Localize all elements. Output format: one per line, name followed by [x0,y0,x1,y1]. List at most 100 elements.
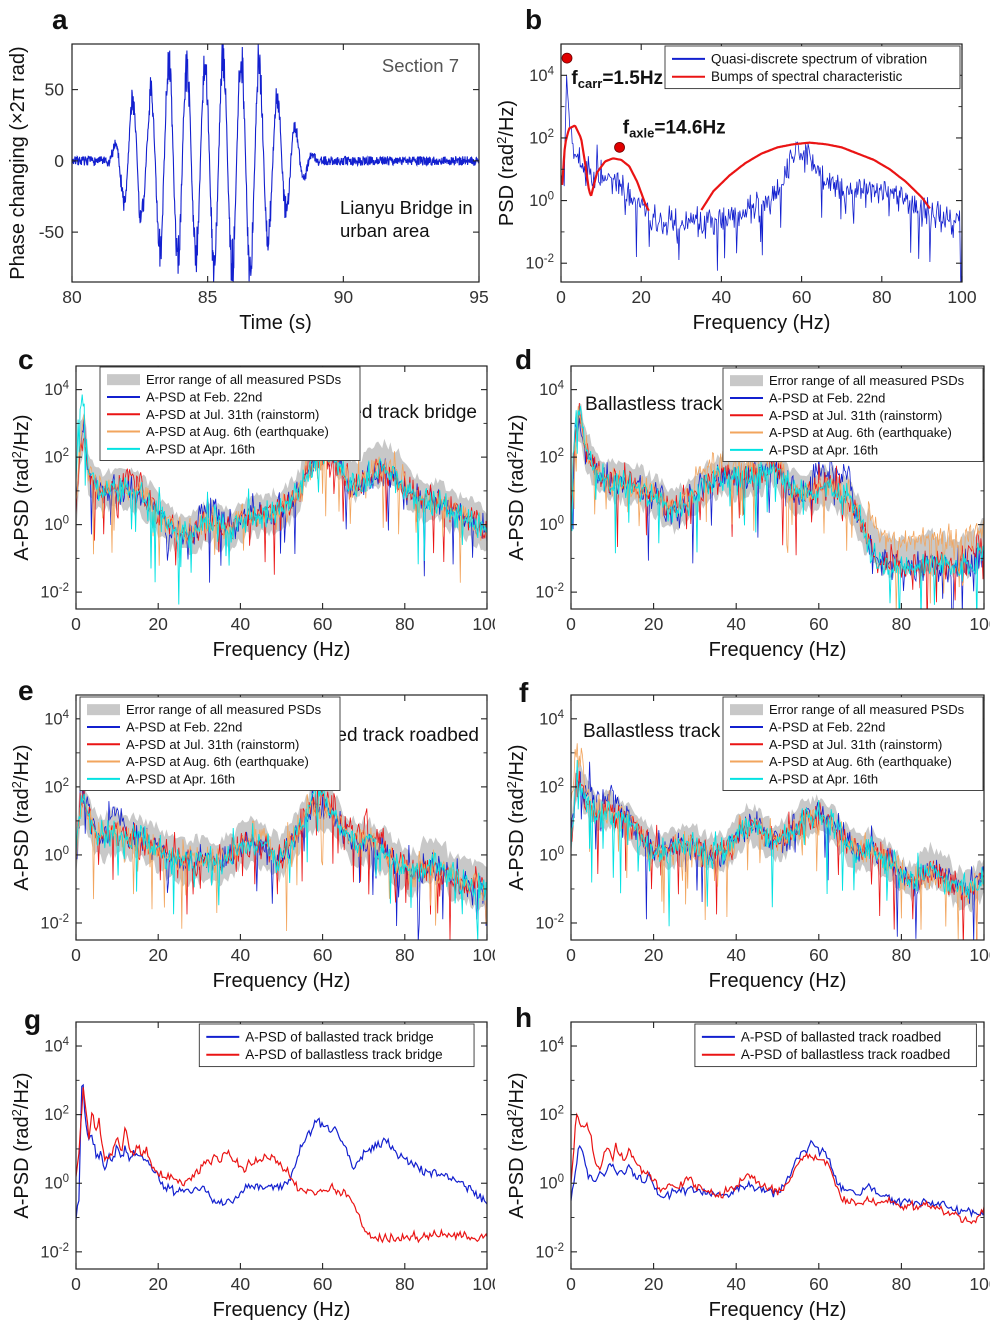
svg-text:104: 104 [529,65,554,85]
axes: 0 20 40 60 80 100 104 102 100 10-2 [535,1021,990,1294]
svg-text:102: 102 [529,128,554,148]
svg-text:100: 100 [969,614,990,634]
svg-text:100: 100 [472,945,495,965]
panel-b-chart: 0 20 40 60 80 100 104 102 100 10-2 Frequency (Hz) P… [495,43,977,334]
svg-text:102: 102 [44,777,69,797]
series-orange [76,794,487,932]
y-axis-label: PSD (rad2/Hz) [495,100,518,226]
plot-area [76,779,487,940]
svg-text:20: 20 [644,1274,664,1294]
panel-b-label: b [525,4,543,35]
svg-text:100: 100 [472,614,495,634]
legend-label: A-PSD at Jul. 31th (rainstorm) [146,407,319,422]
legend-label: Error range of all measured PSDs [126,702,322,717]
marker-dot-0 [561,52,573,64]
bump-curve-0 [561,124,593,197]
svg-text:100: 100 [44,1173,69,1193]
svg-text:60: 60 [809,1274,829,1294]
svg-text:10-2: 10-2 [535,913,564,933]
series-blue [561,74,962,282]
axes: 0 20 40 60 80 100 104 102 100 10-2 [535,694,990,965]
panel-d-label: d [515,344,533,375]
y-axis-label: A-PSD (rad2/Hz) [9,744,33,890]
svg-text:104: 104 [44,1036,69,1056]
svg-text:100: 100 [472,1274,495,1294]
svg-text:0: 0 [54,151,64,171]
x-axis-label: Frequency (Hz) [213,639,351,661]
legend-label: A-PSD at Jul. 31th (rainstorm) [769,408,942,423]
legend-label: A-PSD at Aug. 6th (earthquake) [769,754,952,769]
legend-label: A-PSD at Apr. 16th [126,771,235,786]
svg-text:50: 50 [45,80,65,100]
svg-text:0: 0 [71,614,81,634]
series-cyan [571,405,984,609]
axes: 0 20 40 60 80 100 104 102 100 10-2 [535,365,990,634]
y-axis-label: A-PSD (rad2/Hz) [504,744,528,890]
panel-c: c 0 20 40 60 80 100 104 102 100 10-2 Frequency (Hz… [0,340,495,673]
panel-f-label: f [519,677,529,708]
legend-label: A-PSD at Feb. 22nd [769,719,885,734]
legend: Error range of all measured PSDs A-PSD at… [722,367,984,462]
svg-text:10-2: 10-2 [535,582,564,602]
axes: 0 20 40 60 80 100 104 102 100 10-2 [525,43,977,307]
legend-label: A-PSD at Feb. 22nd [769,390,885,405]
svg-text:80: 80 [395,1274,415,1294]
y-axis-label: A-PSD (rad2/Hz) [9,1072,33,1218]
panel-a-chart: 80 85 90 95 -50 0 50 Time (s) Phase changing (×2… [7,43,489,334]
x-axis-label: Frequency (Hz) [213,1299,351,1321]
panel-a-label: a [52,4,68,35]
annotation-text-0: Section 7 [382,55,459,76]
axes: 0 20 40 60 80 100 104 102 100 10-2 [40,1021,495,1294]
legend-label: A-PSD at Aug. 6th (earthquake) [126,754,309,769]
panel-b: b 0 20 40 60 80 100 104 102 100 10-2 Frequency (Hz… [495,0,990,340]
series-red [571,1112,984,1225]
y-axis-label: A-PSD (rad2/Hz) [9,414,33,560]
legend-label: Error range of all measured PSDs [146,372,342,387]
svg-text:20: 20 [148,1274,168,1294]
error-band [76,779,487,914]
legend: Error range of all measured PSDs A-PSD at… [99,366,361,461]
svg-text:60: 60 [792,287,812,307]
svg-text:80: 80 [395,614,415,634]
legend-label: Quasi-discrete spectrum of vibration [711,51,927,66]
svg-text:90: 90 [334,287,354,307]
svg-text:-50: -50 [39,222,65,242]
plot-area [76,394,487,605]
series-red [76,1087,487,1244]
plot-area [571,743,984,940]
svg-text:10-2: 10-2 [40,582,69,602]
svg-text:40: 40 [726,1274,746,1294]
series-blue [72,44,479,282]
svg-text:20: 20 [148,945,168,965]
svg-text:104: 104 [44,380,69,400]
legend-label: A-PSD of ballastless track roadbed [741,1047,950,1062]
annotation-text-2: urban area [340,220,430,241]
y-axis-label: Phase changing (×2π rad) [7,46,29,279]
legend-label: A-PSD of ballasted track roadbed [741,1029,941,1044]
series-cyan [76,785,487,940]
legend-label: Bumps of spectral characteristic [711,69,903,84]
panel-c-chart: 0 20 40 60 80 100 104 102 100 10-2 Frequency (Hz) A… [9,365,495,661]
panel-a: a 80 85 90 95 -50 0 50 Time (s) Phase changing (… [0,0,495,340]
axes: 0 20 40 60 80 100 104 102 100 10-2 [40,694,495,965]
svg-text:102: 102 [44,1105,69,1125]
x-axis-label: Frequency (Hz) [213,970,351,992]
error-band [571,402,984,581]
panel-d: d 0 20 40 60 80 100 104 102 100 10-2 Frequency (Hz… [495,340,990,673]
legend-swatch-band [107,374,140,386]
svg-text:60: 60 [313,945,333,965]
panel-h: h 0 20 40 60 80 100 104 102 100 10-2 Frequency (Hz… [495,1004,990,1335]
freq-annotation-1: faxle=14.6Hz [623,117,726,140]
axes: 0 20 40 60 80 100 104 102 100 10-2 [40,365,495,634]
svg-text:0: 0 [566,945,576,965]
svg-text:10-2: 10-2 [525,253,554,273]
svg-text:20: 20 [644,945,664,965]
bump-curve-2 [700,141,931,211]
marker-dot-1 [614,141,625,153]
svg-text:60: 60 [809,945,829,965]
svg-text:80: 80 [892,614,912,634]
svg-text:80: 80 [395,945,415,965]
series-blue [571,1139,984,1218]
svg-text:60: 60 [809,614,829,634]
